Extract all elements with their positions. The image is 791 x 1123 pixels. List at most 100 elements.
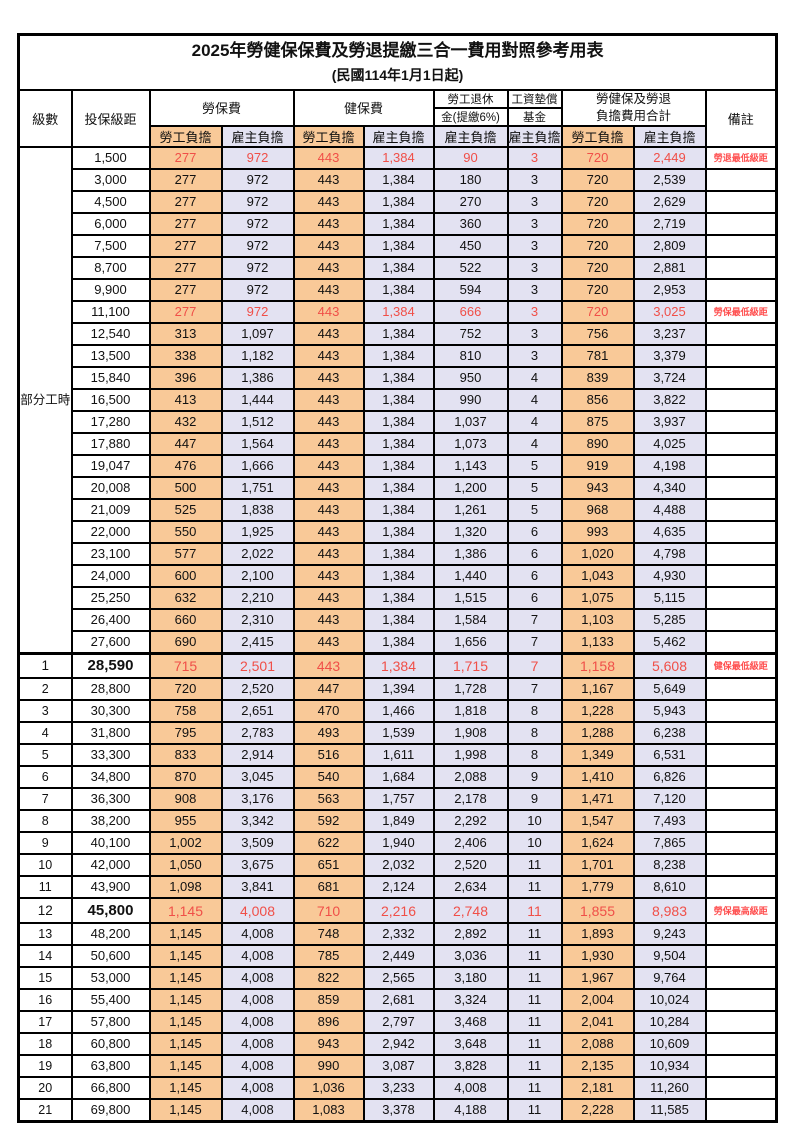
value-cell: 4,008 <box>220 1098 295 1123</box>
value-cell: 1,384 <box>362 145 435 170</box>
value-cell: 908 <box>148 787 223 811</box>
value-cell: 5,285 <box>632 607 707 632</box>
value-cell: 3,237 <box>632 321 707 346</box>
table-row: 17,880 447 1,564 443 1,384 1,073 4 890 4,025 <box>19 431 778 456</box>
value-cell: 3,724 <box>632 365 707 390</box>
table-row: 10 42,000 1,050 3,675 651 2,032 2,520 11 1,701 8,… <box>17 853 778 877</box>
bracket-cell: 3,000 <box>70 167 151 192</box>
value-cell: 8 <box>506 699 563 723</box>
value-cell: 2,100 <box>220 563 295 588</box>
bracket-cell: 45,800 <box>70 897 151 924</box>
value-cell: 1,020 <box>560 541 635 566</box>
value-cell: 622 <box>292 831 365 855</box>
note-cell <box>704 988 778 1012</box>
value-cell: 6,826 <box>632 765 707 789</box>
value-cell: 360 <box>432 211 509 236</box>
note-cell <box>704 475 778 500</box>
value-cell: 2,783 <box>220 721 295 745</box>
value-cell: 1,384 <box>362 541 435 566</box>
value-cell: 443 <box>292 541 365 566</box>
table-row: 2 28,800 720 2,520 447 1,394 1,728 7 1,167 5,649 <box>17 677 778 701</box>
value-cell: 2,797 <box>362 1010 435 1034</box>
value-cell: 8 <box>506 721 563 745</box>
level-cell: 20 <box>17 1076 73 1100</box>
value-cell: 1,384 <box>362 211 435 236</box>
value-cell: 1,083 <box>292 1098 365 1123</box>
col-header-wage-fund-line1: 工資墊償 <box>506 88 563 109</box>
value-cell: 4,198 <box>632 453 707 478</box>
value-cell: 5,943 <box>632 699 707 723</box>
value-cell: 3,509 <box>220 831 295 855</box>
value-cell: 443 <box>292 167 365 192</box>
note-cell <box>704 233 778 258</box>
value-cell: 3,025 <box>632 299 707 324</box>
value-cell: 3 <box>506 145 563 170</box>
value-cell: 11 <box>506 1010 563 1034</box>
value-cell: 7 <box>506 651 563 679</box>
value-cell: 990 <box>432 387 509 412</box>
value-cell: 1,855 <box>560 897 635 924</box>
bracket-cell: 48,200 <box>70 922 151 946</box>
bracket-cell: 69,800 <box>70 1098 151 1123</box>
level-cell: 7 <box>17 787 73 811</box>
value-cell: 5,608 <box>632 651 707 679</box>
value-cell: 1,075 <box>560 585 635 610</box>
value-cell: 2,135 <box>560 1054 635 1078</box>
bracket-cell: 22,000 <box>70 519 151 544</box>
bracket-cell: 30,300 <box>70 699 151 723</box>
value-cell: 1,384 <box>362 233 435 258</box>
value-cell: 1,410 <box>560 765 635 789</box>
value-cell: 1,145 <box>148 1076 223 1100</box>
value-cell: 4 <box>506 409 563 434</box>
value-cell: 1,384 <box>362 475 435 500</box>
table-row: 15,840 396 1,386 443 1,384 950 4 839 3,724 <box>19 365 778 390</box>
value-cell: 2,041 <box>560 1010 635 1034</box>
value-cell: 1,656 <box>432 629 509 654</box>
value-cell: 1,757 <box>362 787 435 811</box>
value-cell: 1,145 <box>148 1098 223 1123</box>
level-cell: 3 <box>17 699 73 723</box>
note-cell: 勞保最低級距 <box>704 299 778 324</box>
value-cell: 516 <box>292 743 365 767</box>
note-cell <box>704 1032 778 1056</box>
value-cell: 10 <box>506 831 563 855</box>
bracket-cell: 36,300 <box>70 787 151 811</box>
note-cell <box>704 809 778 833</box>
bracket-cell: 19,047 <box>70 453 151 478</box>
value-cell: 972 <box>220 299 295 324</box>
value-cell: 500 <box>148 475 223 500</box>
value-cell: 443 <box>292 651 365 679</box>
note-cell <box>704 387 778 412</box>
bracket-cell: 11,100 <box>70 299 151 324</box>
note-cell <box>704 343 778 368</box>
value-cell: 443 <box>292 145 365 170</box>
value-cell: 7 <box>506 629 563 654</box>
table-row: 18 60,800 1,145 4,008 943 2,942 3,648 11 2,088 10… <box>17 1032 778 1056</box>
level-cell: 8 <box>17 809 73 833</box>
value-cell: 3,324 <box>432 988 509 1012</box>
value-cell: 720 <box>560 277 635 302</box>
value-cell: 1,133 <box>560 629 635 654</box>
value-cell: 2,892 <box>432 922 509 946</box>
table-row: 14 50,600 1,145 4,008 785 2,449 3,036 11 1,930 9,… <box>17 944 778 968</box>
value-cell: 720 <box>148 677 223 701</box>
value-cell: 1,145 <box>148 1054 223 1078</box>
value-cell: 447 <box>292 677 365 701</box>
value-cell: 4,008 <box>220 944 295 968</box>
value-cell: 432 <box>148 409 223 434</box>
value-cell: 8 <box>506 743 563 767</box>
value-cell: 632 <box>148 585 223 610</box>
table-row: 9 40,100 1,002 3,509 622 1,940 2,406 10 1,624 7,8… <box>17 831 778 855</box>
value-cell: 1,384 <box>362 387 435 412</box>
value-cell: 443 <box>292 299 365 324</box>
value-cell: 8,238 <box>632 853 707 877</box>
table-row: 15 53,000 1,145 4,008 822 2,565 3,180 11 1,967 9,… <box>17 966 778 990</box>
value-cell: 1,384 <box>362 255 435 280</box>
table-row: 12 45,800 1,145 4,008 710 2,216 2,748 11 1,855 8,… <box>17 897 778 924</box>
value-cell: 540 <box>292 765 365 789</box>
bracket-cell: 43,900 <box>70 875 151 899</box>
value-cell: 443 <box>292 607 365 632</box>
value-cell: 2,634 <box>432 875 509 899</box>
value-cell: 277 <box>148 211 223 236</box>
bracket-cell: 24,000 <box>70 563 151 588</box>
